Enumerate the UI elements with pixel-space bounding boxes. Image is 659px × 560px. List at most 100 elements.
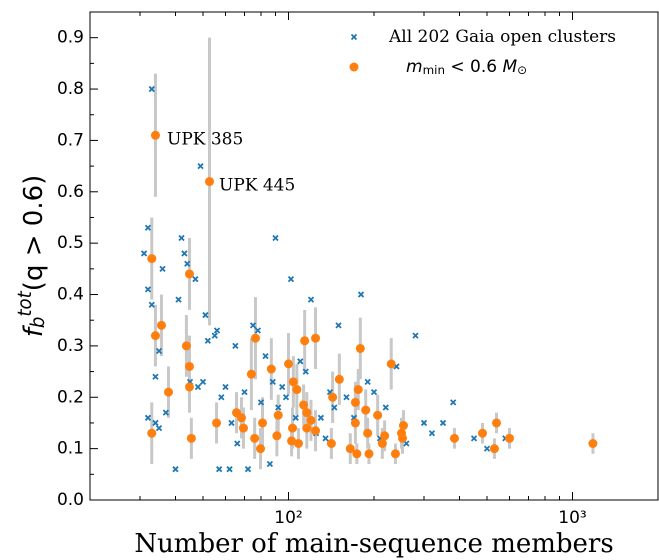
point [249, 322, 257, 329]
point [420, 419, 428, 427]
point [386, 359, 396, 369]
point [238, 423, 248, 433]
point [297, 358, 304, 365]
point [311, 333, 321, 343]
y-tick-label: 0.8 [57, 79, 84, 99]
label-part: min [423, 63, 445, 77]
point [184, 269, 194, 279]
point [357, 291, 365, 298]
point [155, 424, 163, 432]
point [428, 430, 436, 437]
point [234, 440, 241, 447]
point [363, 428, 373, 438]
point [152, 373, 159, 380]
point [302, 368, 309, 375]
point [287, 436, 297, 446]
point [258, 418, 268, 428]
point [197, 162, 204, 170]
legend-label: All 202 Gaia open clusters [388, 27, 616, 47]
point [302, 423, 312, 433]
point [254, 327, 261, 334]
point [266, 364, 276, 374]
point [144, 224, 152, 231]
y-tick-label: 0.4 [57, 285, 84, 305]
point [269, 378, 276, 385]
point [236, 413, 246, 423]
point [256, 444, 266, 454]
point [311, 426, 321, 436]
point [377, 438, 387, 448]
y-tick-label: 0.2 [57, 387, 84, 407]
point [492, 418, 502, 428]
point [150, 130, 160, 140]
point [262, 353, 269, 360]
point [353, 385, 363, 395]
point [343, 394, 350, 401]
label-part: (q > 0.6) [19, 175, 49, 291]
point [279, 383, 286, 391]
point [156, 320, 166, 330]
point [272, 431, 282, 441]
point [275, 404, 282, 411]
point [449, 433, 459, 443]
point [489, 444, 499, 454]
point [439, 419, 447, 427]
point [398, 421, 408, 431]
point [382, 404, 389, 411]
point [140, 250, 148, 257]
point [352, 449, 362, 459]
x-tick-label: 10³ [558, 508, 586, 528]
point [373, 410, 383, 420]
label-part: m [406, 57, 423, 77]
point [361, 405, 371, 415]
point [293, 438, 303, 448]
point [398, 433, 408, 443]
point [345, 444, 355, 454]
point [184, 361, 194, 371]
point [300, 336, 310, 346]
x-axis-label: Number of main-sequence members [134, 529, 613, 559]
label-part: b [28, 317, 49, 329]
point [218, 394, 225, 401]
point [322, 435, 329, 442]
label-part: All 202 Gaia open clusters [388, 27, 616, 47]
y-tick-label: 0.6 [57, 182, 84, 202]
point [181, 250, 188, 257]
y-tick-label: 0.7 [57, 130, 84, 150]
y-axis-label: fbtot(q > 0.6) [15, 175, 49, 338]
point [152, 419, 159, 427]
point [266, 460, 274, 468]
point [212, 418, 222, 428]
point [302, 408, 312, 418]
point [350, 397, 360, 407]
point [380, 431, 390, 441]
point [147, 254, 157, 264]
point [205, 177, 215, 187]
point [199, 378, 207, 385]
point [390, 449, 400, 459]
point [162, 409, 170, 416]
point [272, 234, 279, 242]
point [250, 433, 260, 443]
y-tick-label: 0.9 [57, 28, 84, 48]
point [216, 466, 223, 473]
point [288, 423, 298, 433]
point [147, 428, 157, 438]
point [328, 392, 338, 402]
point [273, 410, 283, 420]
point [334, 374, 344, 384]
point [307, 296, 315, 303]
point [159, 265, 166, 272]
point [178, 234, 185, 242]
point [288, 377, 298, 387]
label-part: ⊙ [517, 63, 527, 77]
point [483, 445, 491, 452]
point [370, 388, 378, 396]
point [299, 400, 309, 410]
point [150, 331, 160, 341]
point [184, 382, 194, 392]
label-part: tot [15, 290, 36, 316]
point [257, 399, 265, 406]
point [355, 343, 365, 353]
